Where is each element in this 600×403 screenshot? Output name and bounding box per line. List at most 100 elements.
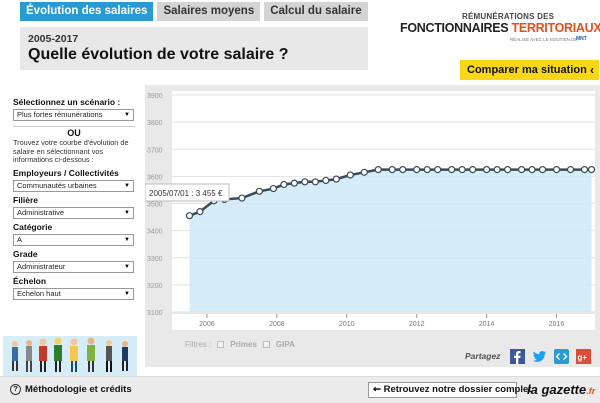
- person-figure-2: [26, 340, 32, 372]
- svg-text:g+: g+: [578, 353, 588, 362]
- data-point[interactable]: [374, 165, 382, 174]
- tab-bar: Évolution des salaires Salaires moyens C…: [20, 2, 368, 21]
- data-point[interactable]: [458, 165, 466, 174]
- y-tick-label: 3700: [147, 147, 163, 154]
- y-tick-label: 3600: [147, 174, 163, 181]
- period-label: 2005-2017: [28, 33, 79, 45]
- filiere-label: Filière: [13, 195, 39, 206]
- data-point[interactable]: [469, 165, 477, 174]
- data-point[interactable]: [528, 165, 536, 174]
- employer-select[interactable]: Communautés urbaines ▼: [13, 180, 134, 193]
- employer-value: Communautés urbaines: [17, 181, 97, 191]
- salary-evolution-chart[interactable]: 3100 3200 3300 3400 3500 3600 3700 3800 3900 2006…: [145, 85, 600, 367]
- page-header: 2005-2017 Quelle évolution de votre sala…: [20, 27, 368, 70]
- data-point[interactable]: [346, 171, 354, 179]
- data-point[interactable]: [269, 184, 277, 193]
- x-axis-band: [172, 314, 595, 330]
- data-point[interactable]: [448, 165, 456, 174]
- echelon-select[interactable]: Echelon haut ▼: [13, 288, 134, 301]
- data-point[interactable]: [552, 165, 561, 174]
- embed-icon[interactable]: [554, 348, 570, 364]
- methodology-label: Méthodologie et crédits: [25, 384, 132, 395]
- gipa-label: GIPA: [275, 340, 295, 349]
- chart-panel: 3100 3200 3300 3400 3500 3600 3700 3800 3900 2006…: [145, 85, 600, 367]
- tab-evolution-salaires[interactable]: Évolution des salaires: [20, 2, 154, 21]
- data-point[interactable]: [388, 165, 396, 174]
- data-point[interactable]: [423, 165, 431, 174]
- or-separator: OU: [13, 126, 135, 139]
- data-point[interactable]: [580, 165, 589, 174]
- dossier-complet-button[interactable]: ⇜ Retrouvez notre dossier complet: [368, 382, 531, 398]
- x-tick-label: 2010: [339, 321, 355, 328]
- data-point[interactable]: [360, 168, 368, 176]
- series-line: [189, 168, 592, 217]
- person-figure-7: [106, 340, 112, 372]
- grade-value: Administrateur: [17, 262, 66, 272]
- data-point[interactable]: [413, 165, 421, 174]
- data-point[interactable]: [322, 176, 330, 185]
- scenario-select[interactable]: Plus fortes rémunérations ▼: [13, 109, 134, 121]
- tab-salaires-moyens[interactable]: Salaires moyens: [157, 2, 261, 21]
- person-figure-8: [122, 341, 128, 371]
- tooltip-text: 2005/07/01 : 3 455 €: [149, 189, 223, 198]
- logo-territoriaux: TERRITORIAUX: [511, 21, 600, 35]
- data-point[interactable]: [399, 165, 407, 174]
- x-tick-label: 2006: [199, 321, 215, 328]
- methodology-link[interactable]: ? Méthodologie et crédits: [10, 384, 132, 395]
- logo-line1: RÉMUNÉRATIONS DES: [462, 12, 555, 21]
- mnt-logo: MNT: [576, 36, 587, 42]
- data-point[interactable]: [311, 178, 319, 186]
- filiere-select[interactable]: Administrative ▼: [13, 207, 134, 220]
- gazette-logo[interactable]: la gazette.fr: [527, 382, 595, 397]
- help-icon: ?: [10, 384, 21, 395]
- form-description: Trouvez votre courbe d'évolution de sala…: [13, 138, 129, 165]
- person-figure-1: [12, 341, 18, 371]
- logo-line3: RÉALISÉ AVEC LE SOUTIEN DE: [510, 37, 578, 42]
- data-point[interactable]: [587, 165, 596, 174]
- y-tick-label: 3800: [147, 120, 163, 127]
- series-area: [189, 169, 592, 312]
- echelon-value: Echelon haut: [17, 289, 61, 299]
- data-point[interactable]: [301, 178, 309, 186]
- tooltip-box: [145, 183, 230, 202]
- twitter-icon[interactable]: [532, 349, 547, 364]
- data-point[interactable]: [434, 165, 442, 174]
- compare-situation-button[interactable]: Comparer ma situation ‹: [460, 60, 599, 80]
- person-figure-5: [70, 338, 78, 372]
- employer-label: Employeurs / Collectivités: [13, 168, 119, 179]
- primes-checkbox[interactable]: [217, 341, 225, 348]
- data-point[interactable]: [332, 175, 340, 183]
- data-point[interactable]: [493, 165, 501, 174]
- dropdown-arrow-icon: ▼: [124, 237, 130, 244]
- categorie-value: A: [17, 235, 23, 245]
- data-point[interactable]: [185, 212, 194, 220]
- data-point[interactable]: [238, 194, 246, 202]
- categorie-select[interactable]: A ▼: [13, 234, 134, 247]
- share-bar: Partagez g+: [465, 348, 592, 364]
- echelon-label: Échelon: [13, 276, 47, 287]
- gipa-checkbox[interactable]: [262, 341, 270, 348]
- data-point[interactable]: [196, 208, 204, 216]
- data-point[interactable]: [483, 165, 491, 174]
- data-point[interactable]: [566, 165, 575, 174]
- grade-select[interactable]: Administrateur ▼: [13, 261, 134, 274]
- dropdown-arrow-icon: ▼: [124, 291, 130, 298]
- data-point[interactable]: [517, 165, 526, 174]
- logo-fonctionnaires: FONCTIONNAIRES: [400, 21, 512, 35]
- facebook-icon[interactable]: [510, 348, 526, 364]
- sidebar-form: Sélectionnez un scénario : Plus fortes r…: [13, 97, 135, 301]
- google-plus-icon[interactable]: g+: [576, 348, 592, 364]
- data-point[interactable]: [290, 179, 298, 187]
- share-label: Partagez: [465, 351, 501, 361]
- x-tick-label: 2016: [549, 321, 565, 328]
- data-point[interactable]: [538, 165, 547, 174]
- y-tick-label: 3200: [147, 283, 163, 290]
- person-figure-4: [54, 337, 62, 372]
- filters-bar: Filtres : Primes GIPA: [185, 340, 295, 349]
- data-point[interactable]: [504, 165, 512, 174]
- tab-calcul-salaire[interactable]: Calcul du salaire: [264, 2, 368, 21]
- chevron-left-icon: ‹: [590, 63, 594, 77]
- data-point[interactable]: [280, 180, 288, 189]
- y-tick-label: 3900: [147, 93, 163, 100]
- data-point[interactable]: [255, 187, 263, 195]
